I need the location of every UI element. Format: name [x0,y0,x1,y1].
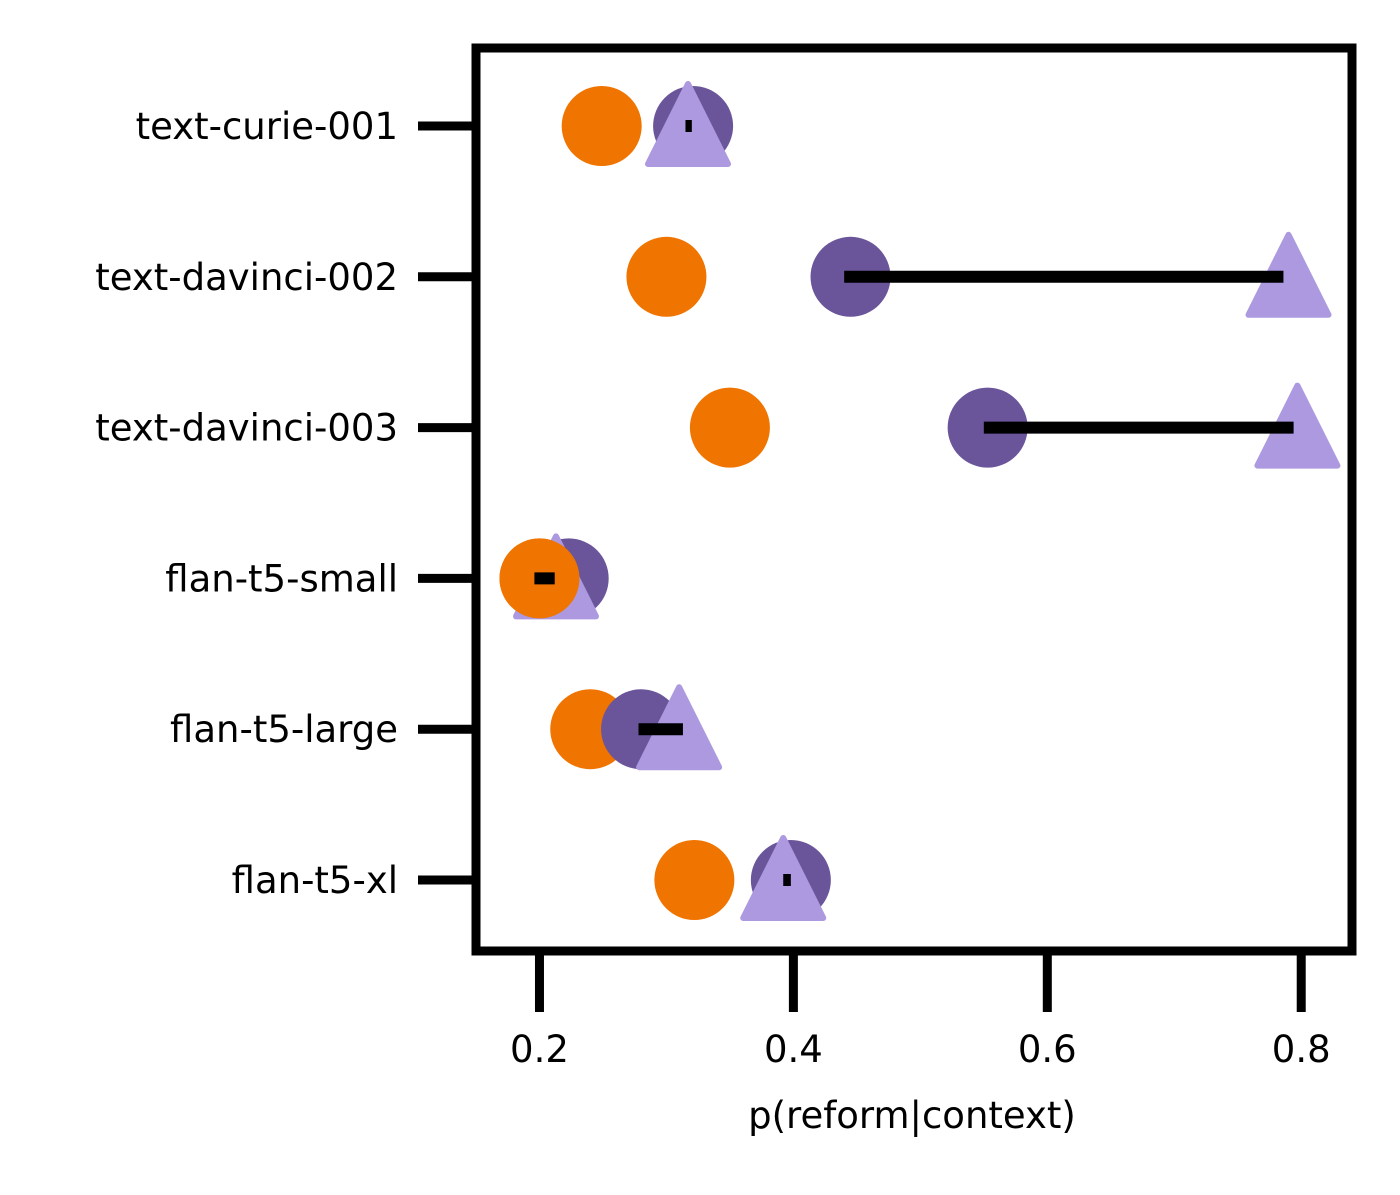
y-tick-label-3: flan-t5-small [165,557,398,600]
data-point-circle-0-1 [626,236,707,317]
y-tick-label-4: flan-t5-large [170,708,398,751]
ticks-layer: text-curie-001 text-davinci-002 text-davin… [95,105,1330,1071]
x-tick-label-2: 0.6 [1018,1028,1077,1071]
y-tick-label-5: flan-t5-xl [232,859,398,902]
x-axis-label: p(reform|context) [748,1094,1076,1137]
x-tick-label-0: 0.2 [510,1028,569,1071]
data-point-circle-0-5 [654,840,735,920]
x-tick-label-3: 0.8 [1272,1028,1331,1071]
y-tick-label-0: text-curie-001 [136,105,398,148]
y-tick-label-2: text-davinci-003 [95,407,398,450]
marks-layer [499,81,1341,921]
data-point-circle-0-2 [689,387,770,468]
y-tick-label-1: text-davinci-002 [95,256,398,299]
plot-frame [471,43,1357,956]
x-tick-label-1: 0.4 [764,1028,823,1071]
data-point-circle-0-0 [561,86,642,166]
